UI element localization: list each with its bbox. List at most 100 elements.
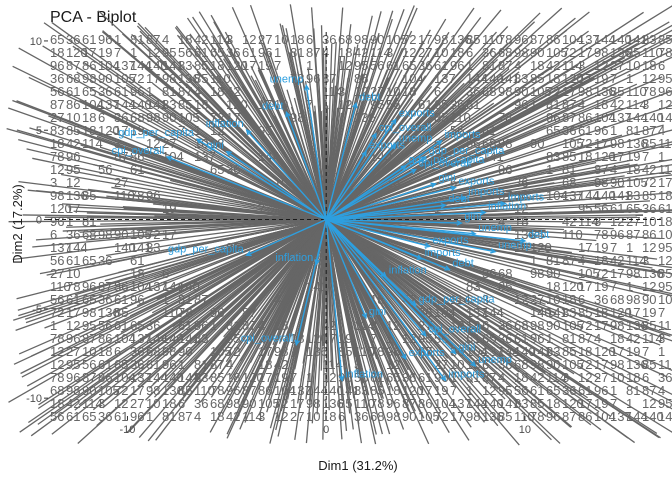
variable-arrowhead (195, 138, 203, 144)
individual-arrow (326, 218, 597, 242)
individual-label: 1 (146, 409, 153, 424)
individual-label: 6 (338, 409, 345, 424)
individual-arrow (325, 218, 672, 396)
individual-label: 1 (146, 84, 153, 99)
individual-label: 18 (594, 97, 608, 112)
variable-arrowhead (245, 250, 252, 257)
individual-label: 18 (578, 344, 592, 359)
individual-label: 65 (402, 58, 416, 73)
variable-arrowhead (450, 348, 457, 355)
individual-label: 10 (546, 292, 560, 307)
variable-arrowhead (285, 110, 291, 118)
individual-label: 105 (210, 344, 232, 359)
individual-label: 96 (146, 188, 160, 203)
individual-label: 18 (210, 136, 224, 151)
individual-label: 87 (194, 292, 208, 307)
individual-label: 68 (66, 71, 80, 86)
individual-label: 78 (370, 396, 384, 411)
individual-label: 65 (82, 292, 96, 307)
individual-arrow (26, 218, 327, 387)
variable-label: cpi_overall (241, 333, 294, 345)
individual-label: 18 (466, 318, 480, 333)
variable-label: gini (438, 172, 455, 184)
individual-label: 10 (82, 344, 96, 359)
individual-arrow (308, 219, 327, 402)
individual-label: 96 (194, 318, 208, 333)
individual-label: 19 (162, 201, 176, 216)
individual-label: 61 (114, 292, 128, 307)
individual-label: 95 (66, 162, 80, 177)
individual-label: 140 (178, 279, 200, 294)
individual-label: 105 (530, 84, 552, 99)
individual-label: 56 (50, 253, 64, 268)
individual-label: 68 (514, 357, 528, 372)
individual-label: 18 (50, 396, 64, 411)
individual-label: 104 (466, 344, 488, 359)
individual-label: 136 (626, 357, 648, 372)
individual-label: 27 (50, 110, 64, 125)
individual-label: 141 (626, 32, 648, 47)
individual-label: 7 (658, 305, 665, 320)
individual-label: 1 (610, 383, 617, 398)
individual-label: 81 (626, 123, 640, 138)
individual-arrow (325, 30, 589, 221)
individual-label: 98 (290, 110, 304, 125)
individual-arrow (325, 113, 344, 220)
individual-label: 114 (242, 409, 263, 424)
individual-label: 42 (194, 32, 208, 47)
individual-label: 12 (114, 396, 128, 411)
individual-arrow (326, 159, 634, 221)
individual-label: 61 (130, 253, 144, 268)
individual-arrow (325, 43, 333, 220)
individual-label: 12 (146, 136, 160, 151)
individual-label: 18 (338, 45, 352, 60)
individual-label: 95 (258, 123, 272, 138)
variable-label: imports (468, 186, 505, 198)
individual-label: 96 (610, 227, 624, 242)
individual-label: 7 (642, 344, 649, 359)
individual-label: 96 (130, 292, 144, 307)
individual-label: 18 (562, 292, 576, 307)
individual-arrow (168, 219, 327, 347)
individual-arrow (166, 219, 327, 388)
individual-label: 85 (226, 240, 240, 255)
variable-arrowhead (480, 209, 487, 216)
individual-label: 18 (386, 383, 400, 398)
individual-arrow (255, 219, 327, 390)
individual-label: 110 (482, 32, 503, 47)
individual-label: 90 (530, 45, 544, 60)
individual-label: 110 (194, 383, 215, 398)
individual-label: 144 (114, 97, 136, 112)
individual-label: 1 (306, 370, 313, 385)
individual-arrow (325, 55, 346, 220)
individual-label: 98 (50, 188, 64, 203)
individual-label: 85 (338, 344, 352, 359)
individual-label: 114 (370, 45, 391, 60)
individual-label: 10 (610, 370, 624, 385)
individual-label: 1 (130, 45, 137, 60)
individual-label: 96 (658, 84, 672, 99)
individual-arrow (325, 10, 394, 220)
individual-label: 83 (642, 32, 656, 47)
individual-label: 90 (178, 344, 192, 359)
individual-label: 68 (610, 292, 624, 307)
individual-label: 120 (226, 97, 248, 112)
individual-label: 114 (546, 370, 567, 385)
individual-label: 81 (290, 45, 304, 60)
individual-label: 4 (274, 292, 281, 307)
individual-label: 36 (402, 370, 416, 385)
variable-label: gdp_per_capita (419, 293, 496, 305)
individual-label: 98 (146, 383, 160, 398)
individual-label: 90 (546, 357, 560, 372)
individual-arrow (325, 219, 383, 388)
individual-arrow (325, 219, 378, 360)
individual-arrow (32, 157, 327, 221)
individual-label: 78 (658, 45, 672, 60)
individual-label: 27 (114, 175, 128, 190)
individual-label: 140 (642, 409, 664, 424)
individual-label: 141 (658, 110, 672, 125)
individual-label: 144 (594, 32, 616, 47)
individual-label: 17 (258, 344, 272, 359)
individual-label: 17 (322, 331, 336, 346)
individual-label: 72 (578, 357, 592, 372)
